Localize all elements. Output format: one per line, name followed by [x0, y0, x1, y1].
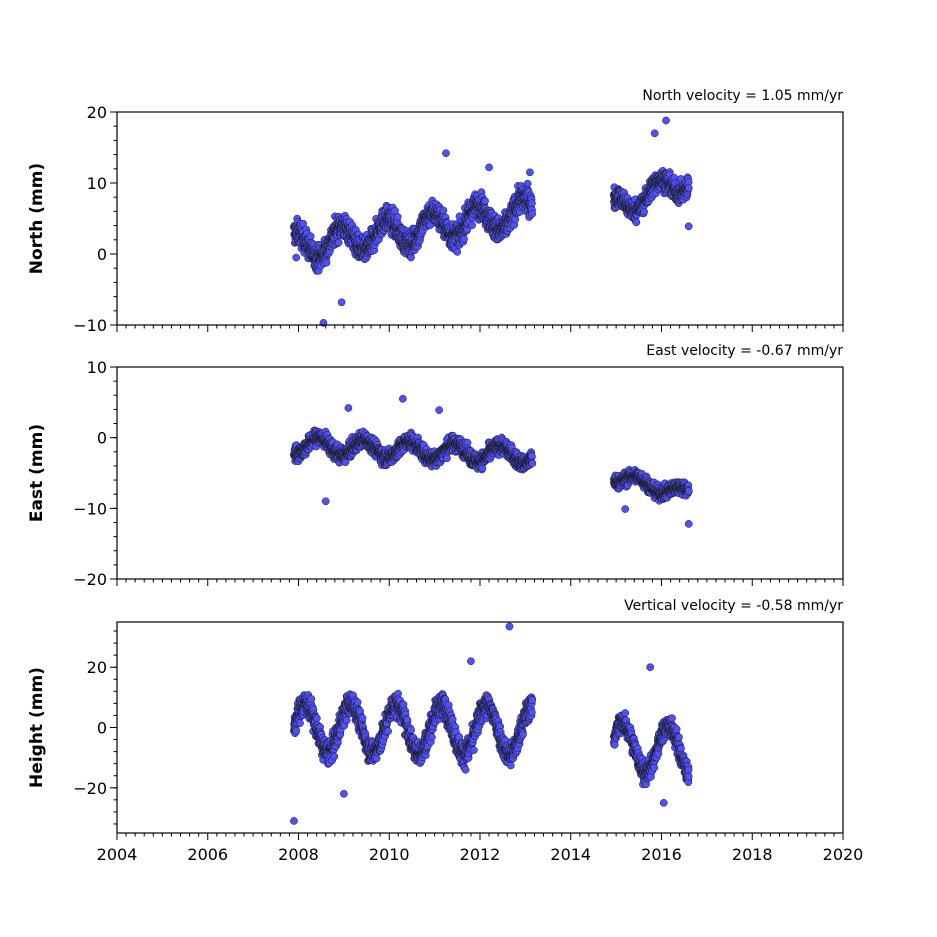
height-y-tick-label: 0 [97, 719, 107, 738]
north-data-point [528, 210, 537, 218]
height-x-tick-label: 2006 [187, 845, 228, 864]
east-data-point [528, 459, 537, 468]
panels: −10 0 10 20 North (mm) North velocity = 1.05 … [27, 88, 863, 864]
height-x-tick-label: 2008 [278, 845, 319, 864]
north-data-point [334, 238, 343, 247]
north-data-point [528, 199, 536, 208]
north-data-point [632, 218, 641, 227]
east-data-point [435, 406, 444, 414]
east-panel: −20 −10 0 10 East (mm) East velocity = -0.67 … [27, 343, 844, 589]
height-data-point [307, 695, 316, 703]
height-data-point [292, 727, 301, 735]
north-data-point [322, 258, 331, 267]
north-data-point [662, 116, 670, 125]
east-velocity-annotation: East velocity = -0.67 mm/yr [646, 343, 843, 359]
north-data-point [481, 197, 489, 205]
north-data-point [337, 298, 346, 307]
east-data-point [321, 497, 330, 506]
east-y-axis-label: East (mm) [27, 424, 47, 522]
north-data-point [640, 207, 648, 216]
east-y-tick-label: 10 [87, 358, 107, 377]
height-x-tick-label: 2012 [460, 845, 501, 864]
height-data-point [296, 719, 304, 728]
north-y-tick-label: −10 [73, 316, 107, 335]
north-data-point [439, 206, 448, 215]
north-data-point [684, 184, 693, 192]
height-y-tick-label: 20 [87, 658, 107, 677]
east-axes-frame [116, 366, 844, 580]
east-data-point [527, 452, 536, 460]
east-y-tick-label: −10 [73, 499, 107, 518]
north-data-point [468, 221, 476, 230]
east-data-point [443, 454, 451, 463]
east-y-tick-label: 0 [97, 429, 107, 448]
east-data-point [399, 394, 407, 403]
north-y-tick-label: 20 [87, 103, 107, 122]
height-x-tick-label: 2004 [97, 845, 138, 864]
east-y-tick-label: −20 [73, 570, 107, 589]
height-x-tick-label: 2018 [732, 845, 773, 864]
north-data-points [290, 116, 693, 327]
height-x-tick-label: 2014 [550, 845, 591, 864]
north-data-point [526, 168, 534, 177]
north-y-axis-label: North (mm) [27, 163, 47, 274]
north-data-point [453, 248, 462, 256]
height-x-tick-label: 2010 [369, 845, 410, 864]
north-data-point [299, 219, 307, 228]
north-panel: −10 0 10 20 North (mm) North velocity = 1.05 … [27, 88, 844, 335]
north-data-point [393, 212, 402, 221]
east-data-point [684, 520, 693, 528]
east-data-points [290, 394, 693, 528]
height-panel: −20 0 20 2004 2006 2008 2010 2012 2014 2016 2018 20… [27, 598, 863, 864]
east-data-point [684, 487, 693, 495]
height-data-point [313, 714, 321, 723]
north-data-point [442, 149, 450, 158]
north-data-point [650, 129, 659, 138]
height-data-points [290, 622, 693, 825]
north-y-tick-label: 10 [87, 174, 107, 193]
east-data-point [344, 404, 353, 412]
north-data-point [485, 163, 493, 172]
height-y-tick-label: −20 [73, 779, 107, 798]
east-data-point [621, 505, 630, 513]
north-data-point [306, 232, 315, 241]
north-data-point [684, 222, 693, 231]
height-x-tick-label: 2016 [641, 845, 682, 864]
north-velocity-annotation: North velocity = 1.05 mm/yr [642, 88, 843, 104]
north-data-point [460, 235, 468, 243]
north-data-point [511, 215, 520, 224]
north-y-tick-label: 0 [97, 245, 107, 264]
north-data-point [292, 253, 301, 262]
height-x-tick-label: 2020 [823, 845, 864, 864]
